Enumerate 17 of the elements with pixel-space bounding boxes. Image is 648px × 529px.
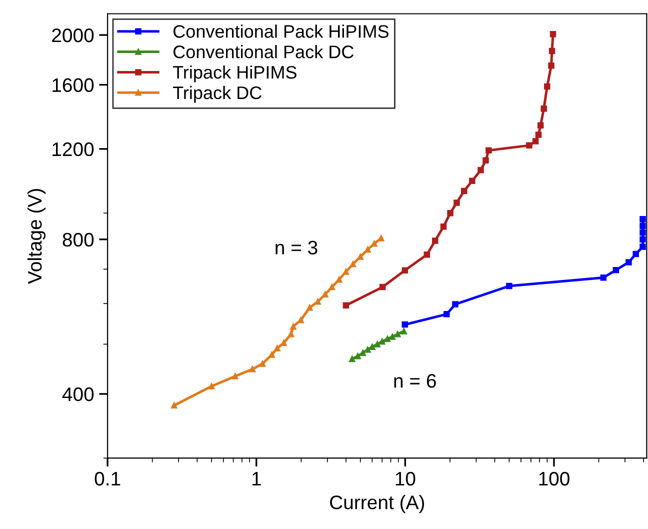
x-tick-label: 0.1 <box>94 472 120 486</box>
x-tick-label: 1 <box>252 472 261 486</box>
y-tick-label: 1200 <box>52 142 94 156</box>
legend-label: Tripack DC <box>172 86 262 103</box>
annotation: n = 6 <box>394 374 436 388</box>
x-axis-title: Current (A) <box>330 494 424 514</box>
y-axis-title: Voltage (V) <box>27 189 46 284</box>
y-tick-label: 800 <box>62 232 94 247</box>
y-tick-label: 400 <box>62 387 94 402</box>
y-tick-label: 1600 <box>52 78 94 92</box>
x-tick-label: 100 <box>539 472 570 486</box>
legend-label: Conventional Pack HiPIMS <box>173 24 389 38</box>
legend-label: Tripack HiPIMS <box>172 65 296 82</box>
annotation: n = 3 <box>276 240 318 254</box>
x-tick-label: 10 <box>396 472 416 486</box>
legend-label: Conventional Pack DC <box>173 45 354 58</box>
y-tick-label: 2000 <box>52 28 94 42</box>
